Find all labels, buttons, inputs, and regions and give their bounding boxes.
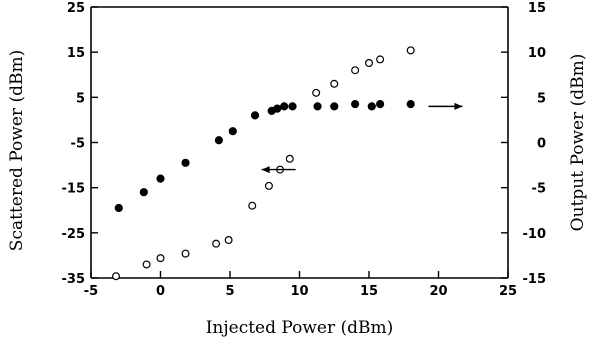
data-point-open bbox=[248, 201, 257, 210]
data-point-filled bbox=[330, 102, 339, 111]
data-point-open bbox=[285, 154, 294, 163]
right-y-tick-label: 0 bbox=[537, 137, 546, 152]
data-point-filled bbox=[406, 100, 415, 109]
x-tick-label: 25 bbox=[499, 284, 517, 299]
axis-indicator-arrows bbox=[261, 102, 463, 174]
left-y-tick-label: -5 bbox=[71, 137, 85, 152]
series-scattered-power bbox=[114, 100, 415, 213]
right-y-tick-label: -15 bbox=[523, 272, 547, 287]
data-point-open bbox=[330, 79, 339, 88]
left-y-tick-label: 5 bbox=[76, 91, 85, 106]
left-y-tick-label: -25 bbox=[62, 227, 86, 242]
data-point-filled bbox=[351, 100, 360, 109]
arrow-right-indicator bbox=[428, 102, 463, 110]
right-y-axis-title: Output Power (dBm) bbox=[568, 54, 588, 232]
data-point-filled bbox=[313, 102, 322, 111]
x-tick-label: 20 bbox=[429, 284, 447, 299]
x-ticks: -5 0 5 10 15 20 25 bbox=[84, 271, 517, 299]
data-point-filled bbox=[214, 136, 223, 145]
arrow-left-indicator bbox=[261, 166, 296, 174]
right-y-tick-label: -10 bbox=[523, 227, 547, 242]
axes bbox=[90, 6, 509, 279]
data-point-open bbox=[406, 46, 415, 55]
data-point-filled bbox=[376, 100, 385, 109]
data-point-filled bbox=[156, 174, 165, 183]
right-y-tick-label: 5 bbox=[537, 91, 546, 106]
data-point-filled bbox=[139, 188, 148, 197]
data-point-open bbox=[181, 249, 190, 258]
data-point-filled bbox=[367, 102, 376, 111]
right-y-tick-label: 10 bbox=[528, 46, 546, 61]
data-point-open bbox=[264, 181, 273, 190]
x-axis-title: Injected Power (dBm) bbox=[206, 318, 394, 338]
data-point-open bbox=[212, 239, 221, 248]
left-y-axis-title: Scattered Power (dBm) bbox=[7, 50, 27, 251]
arrow-head bbox=[454, 102, 463, 110]
left-y-ticks: -35 -25 -15 -5 5 15 25 bbox=[62, 1, 98, 287]
x-tick-label: 0 bbox=[156, 284, 165, 299]
data-point-open bbox=[376, 55, 385, 64]
data-point-open bbox=[112, 272, 121, 281]
left-y-tick-label: -35 bbox=[62, 272, 86, 287]
data-point-open bbox=[351, 66, 360, 75]
data-point-open bbox=[142, 260, 151, 269]
data-point-open bbox=[312, 88, 321, 97]
x-tick-label: 10 bbox=[290, 284, 308, 299]
series-output-power bbox=[112, 46, 415, 281]
x-tick-label: -5 bbox=[84, 284, 98, 299]
arrow-head bbox=[261, 166, 270, 174]
x-tick-label: 5 bbox=[225, 284, 234, 299]
data-point-filled bbox=[288, 102, 297, 111]
right-y-ticks: -15 -10 -5 0 5 10 15 bbox=[501, 1, 546, 287]
left-y-tick-label: 15 bbox=[67, 46, 85, 61]
left-y-tick-label: 25 bbox=[67, 1, 85, 16]
data-point-filled bbox=[228, 127, 237, 136]
data-point-open bbox=[365, 59, 374, 68]
data-point-filled bbox=[280, 102, 289, 111]
right-y-tick-label: 15 bbox=[528, 1, 546, 16]
right-y-tick-label: -5 bbox=[532, 182, 546, 197]
data-point-open bbox=[156, 254, 165, 263]
data-point-filled bbox=[114, 203, 123, 213]
x-tick-label: 15 bbox=[360, 284, 378, 299]
left-y-tick-label: -15 bbox=[62, 182, 86, 197]
data-point-filled bbox=[181, 158, 190, 167]
data-point-filled bbox=[250, 111, 260, 120]
data-point-open bbox=[224, 236, 233, 245]
data-point-filled bbox=[273, 104, 282, 113]
